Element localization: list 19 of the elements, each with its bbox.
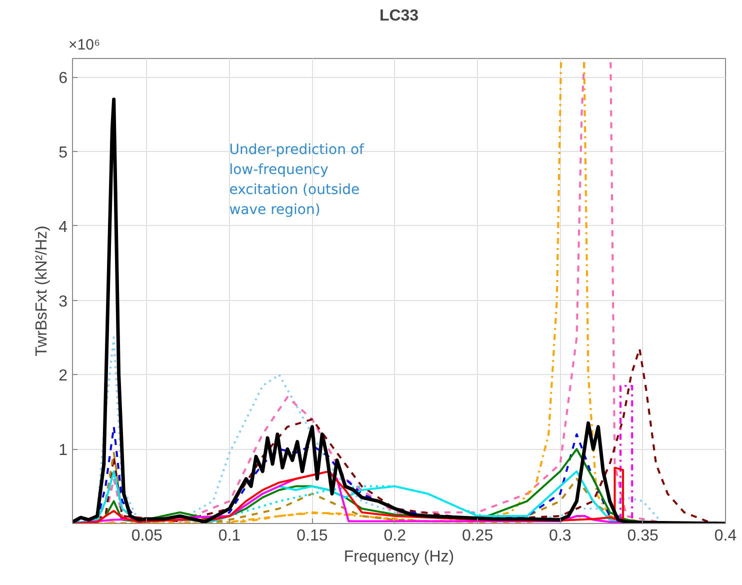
y-tick-label: 3: [58, 293, 68, 310]
y-tick-label: 4: [58, 218, 68, 236]
x-tick-label: 0.4: [714, 528, 737, 544]
x-tick-label: 0.3: [549, 528, 572, 544]
y-tick-label: 6: [58, 70, 68, 88]
x-axis-title: Frequency (Hz): [344, 548, 454, 566]
x-tick-label: 0.25: [462, 528, 494, 544]
annotation: Under-prediction of low-frequency excitation (outside wave region): [229, 142, 366, 218]
x-tick-label: 0.35: [627, 528, 659, 544]
x-tick-label: 0.1: [218, 528, 241, 544]
chart-title: LC33: [379, 8, 419, 24]
x-tick-label: 0.2: [384, 528, 406, 544]
y-tick-label: 2: [58, 368, 68, 385]
y-tick-label: 1: [58, 442, 68, 460]
text: ×10⁶: [68, 36, 100, 54]
x-tick-label: 0.05: [131, 528, 163, 544]
y-axis-title: TwrBsFxt (kN²/Hz): [34, 226, 51, 356]
y-tick-label: 5: [58, 144, 68, 162]
x-tick-label: 0.15: [296, 528, 328, 544]
